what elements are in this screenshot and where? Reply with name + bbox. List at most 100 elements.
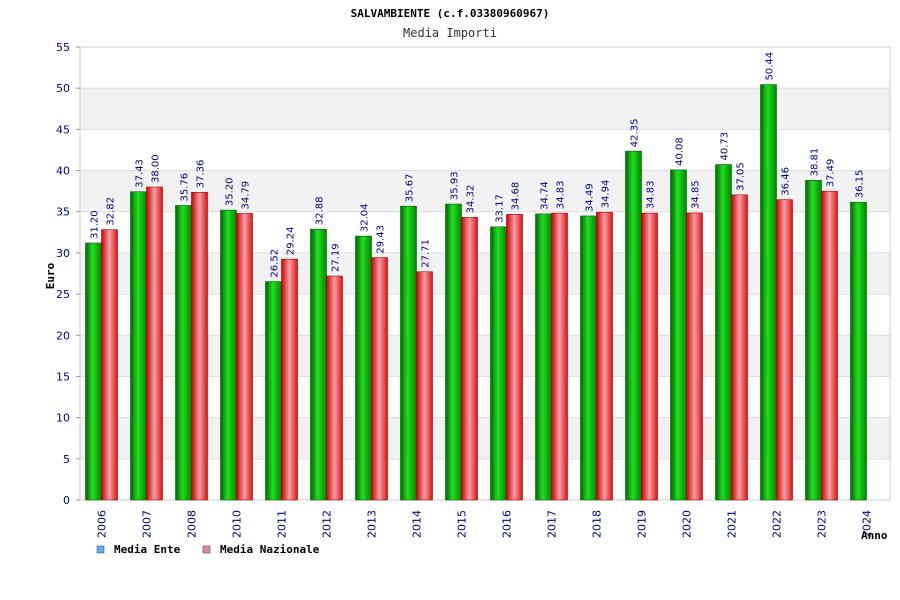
legend-swatch-media-ente <box>96 545 105 554</box>
x-tick-label: 2006 <box>96 510 109 538</box>
y-axis-ticks: 0 5 10 15 20 25 30 35 40 45 50 55 <box>56 41 80 507</box>
bar-media-nazionale <box>461 217 478 501</box>
data-label: 50.44 <box>765 52 776 81</box>
x-tick-label: 2010 <box>231 510 244 538</box>
data-label: 42.35 <box>630 119 641 148</box>
legend-label-media-ente: Media Ente <box>114 543 181 556</box>
x-tick-label: 2013 <box>366 510 379 538</box>
y-tick-label: 10 <box>56 412 70 425</box>
x-tick-label: 2023 <box>816 510 829 538</box>
data-label: 37.05 <box>736 162 747 191</box>
bar-media-nazionale <box>236 213 253 501</box>
bar-media-ente <box>310 228 327 501</box>
plot-band <box>80 252 890 295</box>
bar-media-ente <box>445 203 462 501</box>
bar-media-nazionale <box>686 212 703 501</box>
x-tick-label: 2022 <box>771 510 784 538</box>
bar-media-nazionale <box>821 190 838 501</box>
data-label: 34.49 <box>585 183 596 212</box>
bar-media-ente <box>805 180 822 501</box>
data-label: 35.76 <box>180 173 191 202</box>
data-label: 34.85 <box>691 180 702 209</box>
x-tick-label: 2015 <box>456 510 469 538</box>
x-axis-ticks: 2006 2007 2008 2010 2011 2012 2013 2014 2015 2016… <box>96 510 874 538</box>
y-tick-label: 55 <box>56 41 70 54</box>
x-tick-label: 2014 <box>411 510 424 538</box>
plot-border <box>79 46 891 501</box>
plot-band <box>80 211 890 253</box>
bar-media-nazionale <box>416 271 433 501</box>
bar-media-nazionale <box>596 211 613 501</box>
data-label: 34.74 <box>540 181 551 210</box>
plot-band <box>80 376 890 418</box>
plot-band <box>80 88 890 130</box>
plot-band <box>80 129 890 171</box>
data-label: 29.43 <box>376 225 387 254</box>
data-label: 27.71 <box>421 239 432 268</box>
y-tick-label: 35 <box>56 206 70 219</box>
plot-band <box>80 335 890 377</box>
x-axis-label: Anno <box>861 529 888 542</box>
legend-swatch-media-nazionale <box>202 545 211 554</box>
bar-media-nazionale <box>731 194 748 501</box>
bar-media-ente <box>85 242 102 501</box>
data-label: 34.79 <box>241 181 252 210</box>
data-label: 33.17 <box>495 194 506 223</box>
legend-label-media-nazionale: Media Nazionale <box>220 543 320 556</box>
x-tick-label: 2019 <box>636 510 649 538</box>
bar-media-nazionale <box>371 257 388 501</box>
data-label: 34.94 <box>601 180 612 209</box>
data-label: 36.46 <box>781 167 792 196</box>
data-label: 35.20 <box>225 177 236 206</box>
bar-media-ente <box>670 169 687 501</box>
data-label: 35.67 <box>405 174 416 203</box>
data-label: 34.68 <box>511 182 522 211</box>
data-label: 37.49 <box>826 159 837 188</box>
data-label: 40.08 <box>675 137 686 166</box>
bar-media-ente <box>535 213 552 501</box>
bar-media-nazionale <box>641 212 658 501</box>
x-tick-label: 2018 <box>591 510 604 538</box>
x-tick-label: 2007 <box>141 510 154 538</box>
chart-subtitle: Media Importi <box>403 26 497 40</box>
bar-media-ente <box>220 209 237 501</box>
data-label: 32.04 <box>360 203 371 232</box>
data-label: 37.36 <box>196 160 207 189</box>
y-tick-label: 40 <box>56 165 70 178</box>
y-axis-label: Euro <box>44 262 57 289</box>
y-tick-label: 50 <box>56 82 70 95</box>
bar-media-ente <box>490 226 507 501</box>
x-tick-label: 2012 <box>321 510 334 538</box>
bar-media-nazionale <box>506 214 523 501</box>
data-label: 31.20 <box>90 210 101 239</box>
data-label: 36.15 <box>855 170 866 199</box>
y-tick-label: 0 <box>63 494 70 507</box>
plot-band <box>80 458 890 500</box>
data-label: 34.32 <box>466 185 477 214</box>
data-label: 32.82 <box>106 197 117 226</box>
bar-media-ente <box>850 201 867 501</box>
bar-media-nazionale <box>326 275 343 501</box>
x-tick-label: 2011 <box>276 510 289 538</box>
x-tick-label: 2008 <box>186 510 199 538</box>
y-tick-label: 15 <box>56 370 70 383</box>
data-label: 38.00 <box>151 154 162 183</box>
plot-background <box>79 46 891 501</box>
data-label: 37.43 <box>135 159 146 188</box>
data-label: 34.83 <box>646 180 657 209</box>
x-tick-label: 2024 <box>861 510 874 538</box>
bar-media-ente <box>760 84 777 501</box>
bar-media-nazionale <box>776 199 793 501</box>
bar-media-ente <box>265 281 282 501</box>
data-label: 26.52 <box>270 249 281 278</box>
y-tick-label: 25 <box>56 288 70 301</box>
bar-media-ente <box>580 215 597 501</box>
bar-media-nazionale <box>101 229 118 501</box>
y-tick-label: 5 <box>63 453 70 466</box>
bar-media-ente <box>175 205 192 501</box>
x-tick-label: 2020 <box>681 510 694 538</box>
plot-band <box>80 417 890 459</box>
bar-media-nazionale <box>551 212 568 501</box>
bar-media-nazionale <box>191 191 208 501</box>
